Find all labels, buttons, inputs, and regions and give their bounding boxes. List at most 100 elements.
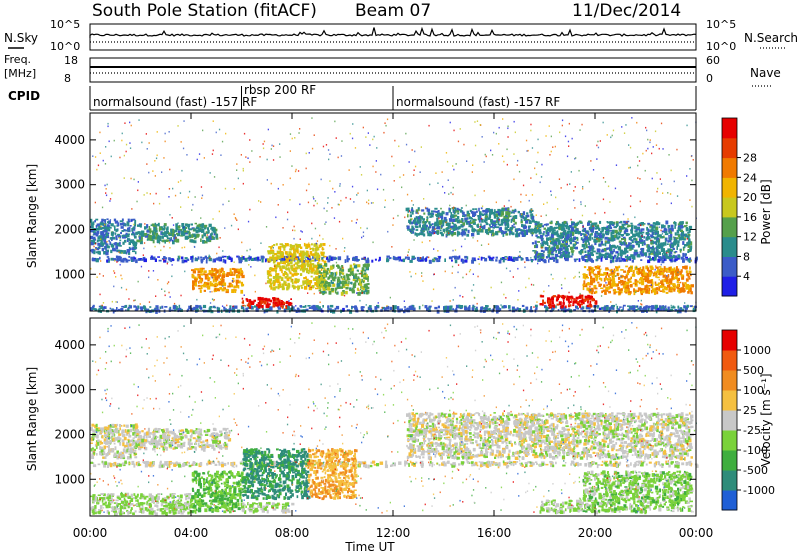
heat-region-10 (583, 470, 694, 514)
x-tick-label: 20:00 (578, 526, 613, 540)
power-colorbar: 4 8 12 16 20 24 28 (722, 118, 757, 297)
power-panel: 1000 2000 3000 4000 Slant Range [km] (25, 113, 698, 314)
colorbar-swatch (722, 490, 737, 511)
heat-region-11 (582, 265, 694, 295)
noise-panel: N.Sky 10^5 10^0 10^5 10^0 N.Search (4, 18, 798, 53)
heat-region-7 (307, 448, 357, 500)
heat-region-9 (532, 221, 692, 261)
cpid-label: CPID (8, 89, 40, 103)
x-tick-label: 08:00 (275, 526, 310, 540)
heat-region-0 (90, 461, 698, 469)
x-tick-label: 16:00 (477, 526, 512, 540)
colorbar-tick-label: 20 (743, 191, 757, 204)
freq-label-line2: [MHz] (4, 67, 36, 80)
beam-title: Beam 07 (355, 1, 431, 21)
frequency-panel: Freq. [MHz] 18 8 60 0 Nave (4, 53, 781, 86)
x-tick-label: 00:00 (679, 526, 714, 540)
nave-label: Nave (750, 66, 781, 80)
noise-left-tick-bottom: 10^0 (50, 40, 80, 53)
heat-region-10 (540, 294, 598, 308)
colorbar-tick-label: 16 (743, 211, 757, 224)
heat-region-0 (90, 305, 697, 314)
y-tick-label: 2000 (54, 427, 85, 441)
noise-right-tick-top: 10^5 (706, 18, 736, 31)
colorbar-tick-label: 1000 (743, 344, 771, 357)
freq-left-tick-top: 18 (64, 54, 78, 67)
colorbar-swatch (722, 217, 737, 237)
power-colorbar-label: Power [dB] (759, 179, 773, 244)
colorbar-swatch (722, 430, 737, 451)
power-ylabel: Slant Range [km] (25, 164, 39, 268)
heat-region-2 (90, 493, 193, 517)
colorbar-swatch (722, 118, 737, 138)
noise-right-tick-bottom: 10^0 (706, 40, 736, 53)
heat-region-8 (406, 207, 535, 237)
y-tick-label: 4000 (54, 338, 85, 352)
colorbar-swatch (722, 256, 737, 276)
x-tick-label: 12:00 (376, 526, 411, 540)
colorbar-swatch (722, 350, 737, 371)
noise-left-tick-top: 10^5 (50, 18, 80, 31)
colorbar-tick-label: 12 (743, 231, 757, 244)
cpid-segment-3: normalsound (fast) -157 RF (396, 95, 560, 109)
y-tick-label: 1000 (54, 472, 85, 486)
colorbar-swatch (722, 237, 737, 257)
heat-region-3 (136, 428, 231, 452)
velocity-heatmap (90, 322, 699, 516)
freq-right-tick-top: 60 (706, 54, 720, 67)
colorbar-tick-label: 28 (743, 152, 757, 165)
frequency-traces (90, 67, 696, 73)
colorbar-swatch (722, 450, 737, 471)
y-tick-label: 3000 (54, 383, 85, 397)
noise-sky-trace (90, 28, 696, 39)
heat-region-5 (242, 502, 295, 514)
colorbar-swatch (722, 390, 737, 411)
y-tick-label: 3000 (54, 178, 85, 192)
cpid-segment-2: rbsp 200 RF (244, 83, 316, 97)
colorbar-tick-label: 8 (743, 250, 750, 263)
colorbar-swatch (722, 138, 737, 158)
station-title: South Pole Station (fitACF) (92, 1, 317, 21)
heat-region-4 (191, 470, 245, 514)
colorbar-tick-label: -1000 (743, 484, 775, 497)
velocity-ylabel: Slant Range [km] (25, 367, 39, 471)
heat-region-1 (90, 423, 138, 459)
velocity-colorbar-label: Velocity [m s⁻¹] (759, 373, 773, 466)
date-title: 11/Dec/2014 (572, 1, 681, 21)
y-tick-label: 2000 (54, 222, 85, 236)
heat-region-6 (267, 243, 327, 291)
colorbar-swatch (722, 410, 737, 431)
heat-region-4 (191, 268, 245, 294)
velocity-panel: 1000 2000 3000 4000 Slant Range [km] (25, 318, 699, 516)
colorbar-swatch (722, 158, 737, 178)
noise-left-label: N.Sky (4, 31, 38, 45)
y-tick-label: 4000 (54, 133, 85, 147)
colorbar-tick-label: 25 (743, 404, 757, 417)
x-axis-label: Time UT (344, 540, 395, 554)
noise-traces (90, 28, 696, 43)
power-heatmap (90, 117, 698, 314)
x-tick-label: 04:00 (174, 526, 209, 540)
colorbar-swatch (722, 276, 737, 296)
heat-region-5 (242, 297, 293, 309)
power-axes: 1000 2000 3000 4000 (54, 113, 696, 311)
cpid-panel: CPID normalsound (fast) -157 RF rbsp 200… (8, 83, 696, 110)
y-tick-label: 1000 (54, 267, 85, 281)
heat-region-8 (406, 412, 694, 461)
colorbar-swatch (722, 177, 737, 197)
freq-right-tick-bottom: 0 (706, 72, 713, 85)
colorbar-swatch (722, 370, 737, 391)
colorbar-tick-label: 4 (743, 270, 750, 283)
noise-right-label: N.Search (744, 31, 798, 45)
heat-region-6 (242, 448, 311, 500)
freq-left-tick-bottom: 8 (64, 72, 71, 85)
colorbar-swatch (722, 197, 737, 217)
colorbar-swatch (722, 470, 737, 491)
cpid-segment-1: normalsound (fast) -157 RF (93, 95, 257, 109)
heat-region-2 (90, 218, 138, 255)
colorbar-swatch (722, 330, 737, 351)
colorbar-tick-label: 24 (743, 171, 757, 184)
